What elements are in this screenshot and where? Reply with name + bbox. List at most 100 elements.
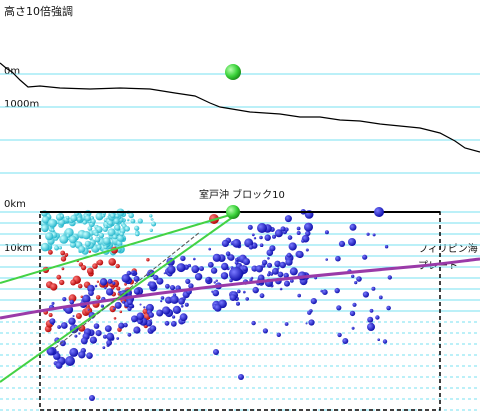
hypocenter-dot (272, 234, 276, 239)
hypocenter-dot (54, 245, 60, 251)
hypocenter-dot (242, 258, 250, 266)
hypocenter-dot (165, 283, 170, 289)
hypocenter-dot (122, 300, 126, 304)
hypocenter-dot (48, 313, 53, 317)
hypocenter-dot (82, 231, 91, 240)
hypocenter-dot (96, 244, 102, 250)
hypocenter-dot (128, 212, 134, 219)
hypocenter-dot (91, 218, 96, 224)
hypocenter-dot (261, 259, 268, 266)
hypocenter-dot (102, 346, 106, 349)
hypocenter-dot (137, 218, 143, 224)
hypocenter-dot (72, 315, 75, 317)
hypocenter-dot (225, 251, 231, 256)
hypocenter-dot (131, 271, 135, 275)
hypocenter-dot (372, 233, 376, 237)
hypocenter-dot (126, 270, 132, 276)
hypocenter-dot (151, 218, 154, 221)
hypocenter-dot (113, 218, 120, 225)
hypocenter-dot (114, 224, 121, 231)
hypocenter-dot (167, 265, 176, 275)
hypocenter-dot (48, 249, 53, 255)
hypocenter-dot (208, 247, 211, 251)
hypocenter-dot (113, 317, 117, 320)
hypocenter-dot (145, 303, 154, 312)
hypocenter-dot (102, 334, 108, 339)
hypocenter-dot (220, 272, 229, 280)
hypocenter-dot (286, 252, 292, 258)
hypocenter-dot (267, 257, 270, 260)
hypocenter-dot (84, 240, 91, 247)
hypocenter-dot (172, 315, 176, 319)
hypocenter-dot (49, 318, 56, 325)
hypocenter-dot (75, 313, 82, 319)
section-marker-green (226, 205, 240, 219)
hypocenter-dot (235, 257, 239, 262)
hypocenter-dot (251, 233, 255, 237)
hypocenter-dot (60, 214, 64, 218)
hypocenter-dot (172, 305, 181, 314)
hypocenter-dot (349, 310, 356, 317)
hypocenter-dot (47, 347, 55, 356)
hypocenter-dot (104, 286, 107, 290)
hypocenter-dot (119, 310, 123, 314)
hypocenter-dot (55, 361, 63, 369)
hypocenter-dot (277, 271, 284, 278)
hypocenter-dot (170, 295, 179, 304)
hypocenter-dot (60, 256, 67, 262)
hypocenter-dot (237, 289, 241, 294)
hypocenter-dot (221, 262, 229, 271)
hypocenter-dot (207, 261, 214, 268)
hypocenter-dot (100, 304, 104, 308)
hypocenter-dot (133, 326, 141, 334)
hypocenter-dot (108, 258, 116, 266)
hypocenter-dot (180, 255, 186, 262)
hypocenter-dot (50, 283, 58, 291)
plate-label: フィリピン海 (418, 244, 478, 255)
hypocenter-dot (94, 232, 99, 237)
hypocenter-dot (59, 340, 66, 347)
hypocenter-dot (133, 288, 140, 295)
hypocenter-dot (41, 215, 50, 224)
hypocenter-dot (284, 322, 289, 326)
hypocenter-dot (384, 245, 389, 249)
hypocenter-dot (149, 228, 153, 232)
hypocenter-dot (102, 237, 111, 245)
hypocenter-dot (68, 294, 77, 303)
hypocenter-dot (382, 339, 388, 344)
hypocenter-dot (89, 395, 95, 401)
hypocenter-dot (248, 244, 254, 250)
hypocenter-dot (160, 296, 165, 300)
hypocenter-dot (288, 242, 297, 251)
hypocenter-dot (268, 271, 271, 274)
hypocenter-dot (92, 263, 98, 269)
hypocenter-dot (362, 254, 368, 260)
hypocenter-dot (269, 272, 274, 276)
hypocenter-dot (193, 257, 196, 261)
hypocenter-dot (338, 240, 346, 247)
hypocenter-dot (115, 213, 120, 219)
hypocenter-dot (324, 230, 329, 235)
hypocenter-dot (112, 234, 118, 240)
hypocenter-dot (78, 332, 81, 335)
hypocenter-dot (191, 265, 200, 274)
hypocenter-dot (77, 217, 82, 222)
hypocenter-dot (274, 229, 283, 238)
hypocenter-dot (58, 219, 65, 226)
hypocenter-dot (279, 261, 286, 269)
hypocenter-dot (354, 281, 358, 285)
hypocenter-dot (262, 328, 268, 334)
hypocenter-dot (276, 332, 281, 337)
hypocenter-dot (130, 218, 136, 224)
fault-lines (0, 211, 241, 383)
hypocenter-dot (349, 223, 357, 231)
hypocenter-dot (335, 255, 341, 262)
hypocenter-dot (277, 267, 280, 270)
hypocenter-dot (143, 306, 146, 309)
hypocenter-dot (236, 301, 240, 306)
hypocenter-dot (134, 231, 140, 237)
hypocenter-dot (56, 274, 62, 280)
hypocenter-dot (77, 283, 83, 289)
hypocenter-dot (337, 332, 342, 338)
hypocenter-dot (247, 224, 253, 230)
